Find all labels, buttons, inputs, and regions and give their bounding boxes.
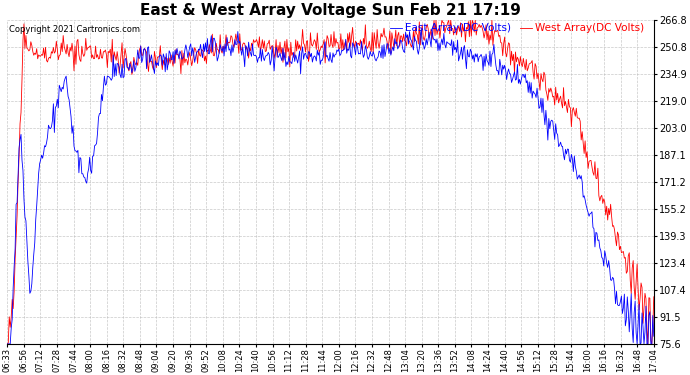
- East Array(DC Volts): [257, 59, 266, 63]
- East Array(DC Volts): [650, 334, 658, 339]
- West Array(DC Volts): [20, 22, 28, 26]
- East Array(DC Volts): [649, 313, 657, 318]
- Line: West Array(DC Volts): West Array(DC Volts): [8, 20, 654, 344]
- West Array(DC Volts): [650, 294, 658, 299]
- West Array(DC Volts): [385, 40, 393, 44]
- West Array(DC Volts): [3, 342, 12, 346]
- East Array(DC Volts): [86, 155, 94, 159]
- Title: East & West Array Voltage Sun Feb 21 17:19: East & West Array Voltage Sun Feb 21 17:…: [140, 3, 521, 18]
- East Array(DC Volts): [417, 27, 426, 32]
- West Array(DC Volts): [162, 57, 170, 62]
- Line: East Array(DC Volts): East Array(DC Volts): [8, 29, 654, 344]
- Text: Copyright 2021 Cartronics.com: Copyright 2021 Cartronics.com: [8, 25, 139, 34]
- West Array(DC Volts): [86, 44, 94, 48]
- Legend: East Array(DC Volts), West Array(DC Volts): East Array(DC Volts), West Array(DC Volt…: [386, 19, 649, 38]
- West Array(DC Volts): [649, 324, 657, 329]
- West Array(DC Volts): [257, 44, 266, 48]
- East Array(DC Volts): [162, 51, 170, 56]
- East Array(DC Volts): [3, 342, 12, 346]
- East Array(DC Volts): [20, 197, 28, 201]
- West Array(DC Volts): [430, 18, 438, 22]
- East Array(DC Volts): [385, 51, 393, 56]
